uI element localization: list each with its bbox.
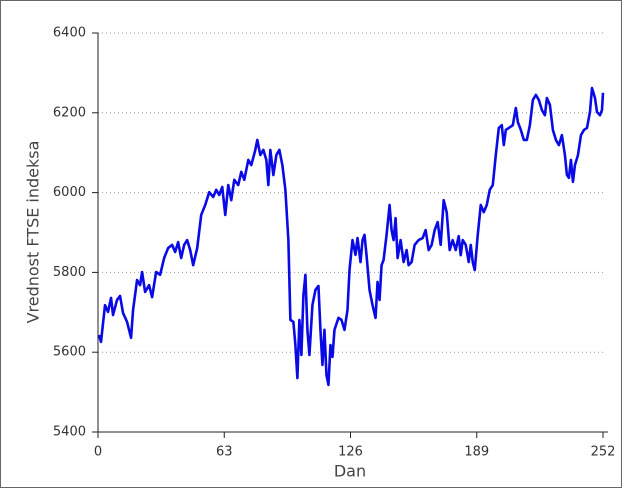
x-tick-label: 126 xyxy=(338,445,363,460)
y-tick-label: 5600 xyxy=(53,345,86,360)
y-tick-label: 5400 xyxy=(53,425,86,440)
x-tick-label: 252 xyxy=(591,445,616,460)
x-tick-label: 0 xyxy=(94,445,102,460)
y-tick-label: 5800 xyxy=(53,265,86,280)
x-axis-label: Dan xyxy=(334,462,366,481)
y-axis-label: Vrednost FTSE indeksa xyxy=(24,141,43,324)
y-tick-label: 6400 xyxy=(53,26,86,41)
x-tick-label: 189 xyxy=(464,445,489,460)
y-tick-label: 6000 xyxy=(53,185,86,200)
y-tick-label: 6200 xyxy=(53,105,86,120)
x-tick-label: 63 xyxy=(216,445,233,460)
data-line xyxy=(97,86,605,387)
